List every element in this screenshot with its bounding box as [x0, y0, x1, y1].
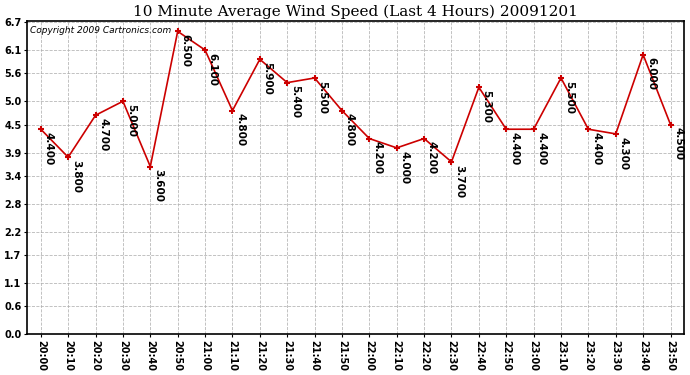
Text: 6.500: 6.500 — [181, 34, 190, 67]
Text: 6.100: 6.100 — [208, 53, 218, 86]
Text: 4.700: 4.700 — [98, 118, 108, 151]
Text: 5.000: 5.000 — [126, 104, 136, 137]
Text: 4.400: 4.400 — [536, 132, 546, 165]
Text: 5.500: 5.500 — [564, 81, 574, 114]
Text: 5.500: 5.500 — [317, 81, 327, 114]
Text: 5.300: 5.300 — [482, 90, 492, 123]
Text: 3.600: 3.600 — [153, 169, 163, 202]
Text: 4.200: 4.200 — [372, 141, 382, 174]
Text: 4.400: 4.400 — [43, 132, 54, 165]
Text: 3.700: 3.700 — [454, 165, 464, 198]
Text: 4.800: 4.800 — [235, 113, 245, 147]
Text: 5.400: 5.400 — [290, 86, 300, 118]
Text: 4.300: 4.300 — [618, 136, 629, 170]
Title: 10 Minute Average Wind Speed (Last 4 Hours) 20091201: 10 Minute Average Wind Speed (Last 4 Hou… — [133, 4, 578, 18]
Text: 4.200: 4.200 — [427, 141, 437, 174]
Text: 4.400: 4.400 — [509, 132, 519, 165]
Text: 4.500: 4.500 — [673, 128, 683, 160]
Text: 4.400: 4.400 — [591, 132, 601, 165]
Text: 4.800: 4.800 — [345, 113, 355, 147]
Text: 6.000: 6.000 — [646, 57, 656, 90]
Text: 5.900: 5.900 — [263, 62, 273, 95]
Text: Copyright 2009 Cartronics.com: Copyright 2009 Cartronics.com — [30, 26, 172, 35]
Text: 4.000: 4.000 — [400, 151, 409, 184]
Text: 3.800: 3.800 — [71, 160, 81, 193]
